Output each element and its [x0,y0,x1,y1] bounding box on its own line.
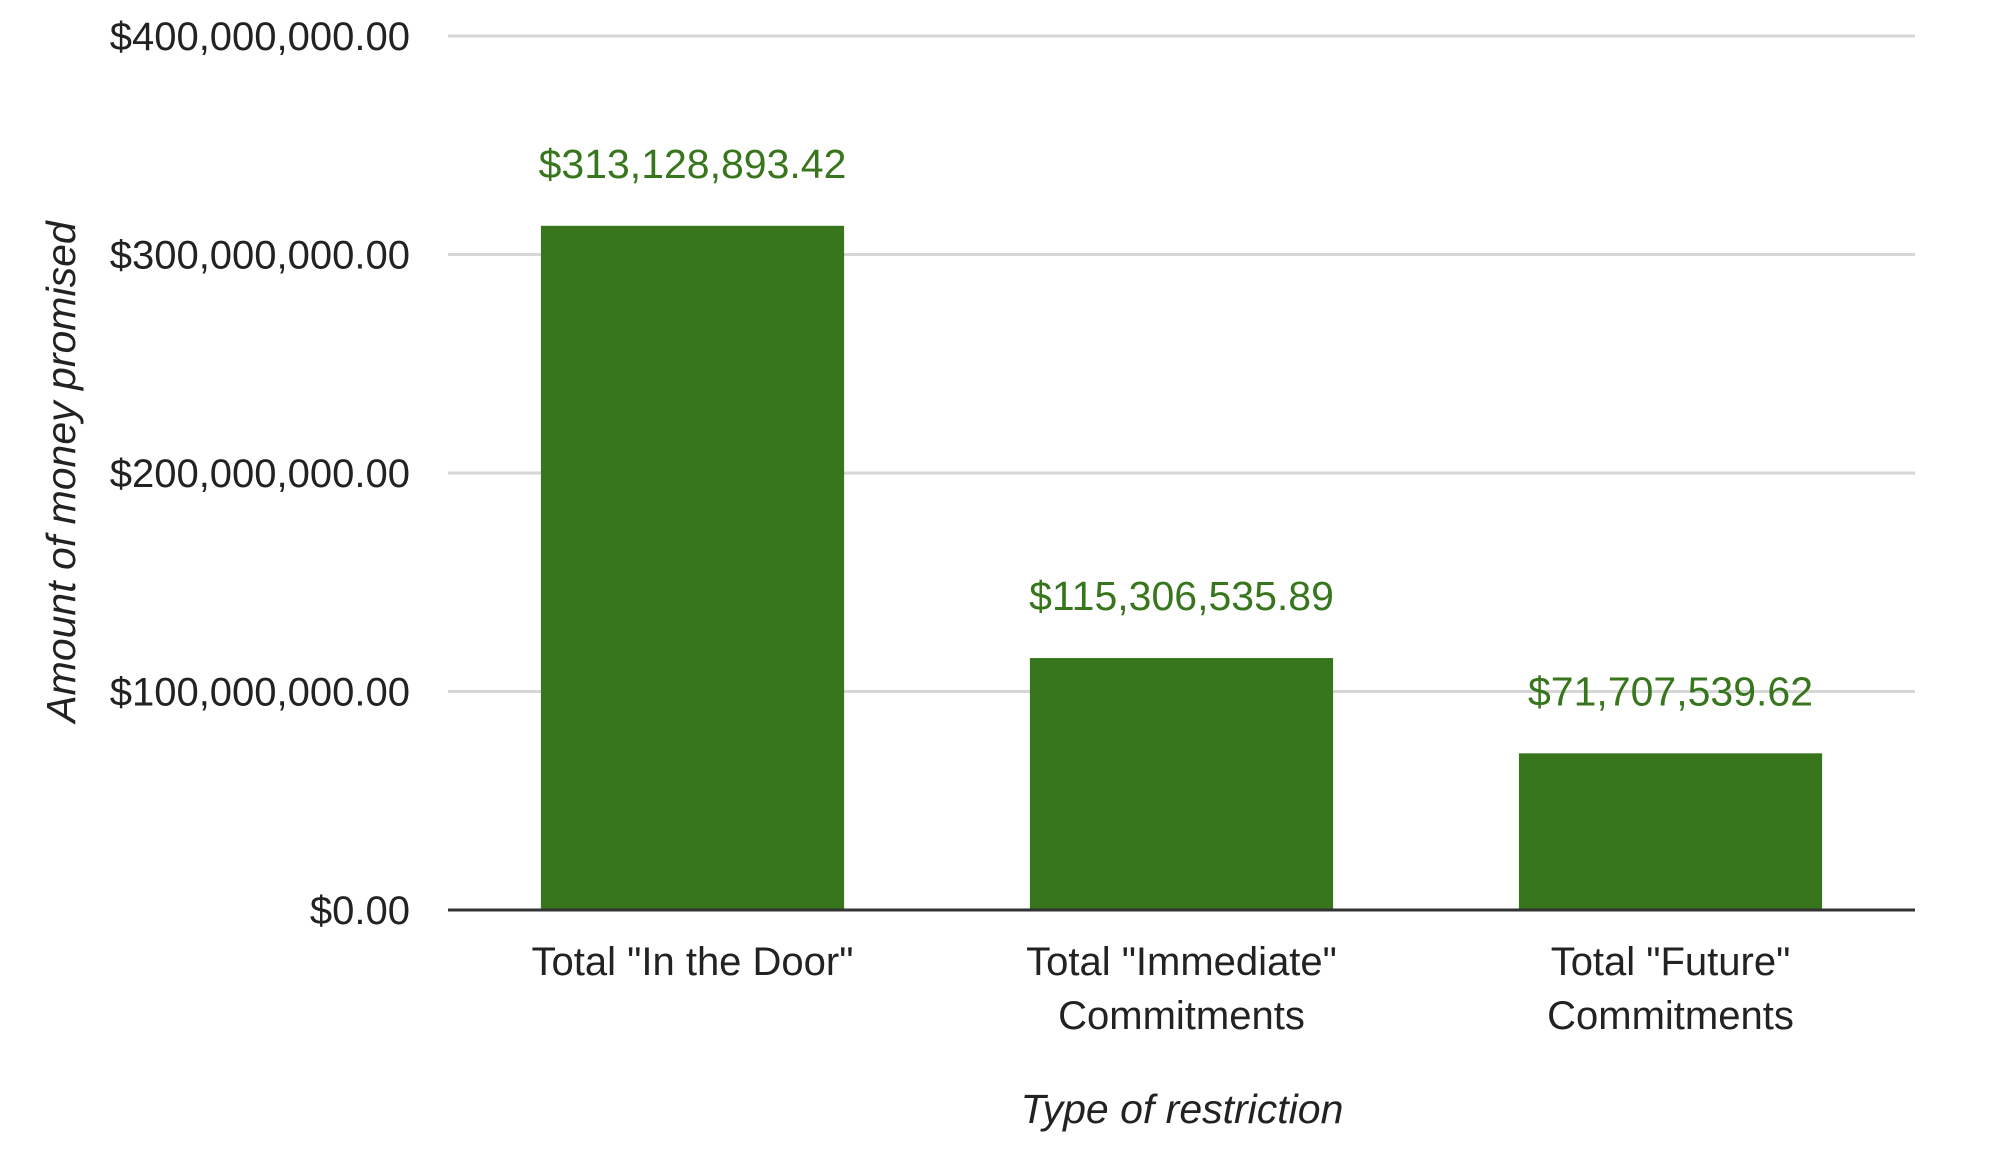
y-axis-title: Amount of money promised [38,220,84,726]
bar [1029,658,1334,910]
data-label: $71,707,539.62 [1528,668,1813,714]
y-tick-label: $200,000,000.00 [110,452,410,496]
data-labels: $313,128,893.42 $115,306,535.89 $71,707,53… [539,141,1813,715]
bar [1518,753,1823,910]
y-axis-ticks: $0.00 $100,000,000.00 $200,000,000.00 $300,… [110,15,410,933]
x-tick-label: Commitments [1547,994,1794,1038]
y-tick-label: $0.00 [310,889,410,933]
bar [540,225,845,911]
x-tick-label: Commitments [1058,994,1305,1038]
data-label: $313,128,893.42 [539,141,847,187]
x-tick-label: Total "Future" [1551,940,1791,984]
x-tick-label: Total "Immediate" [1026,940,1337,984]
x-tick-label: Total "In the Door" [532,940,854,984]
x-axis-ticks: Total "In the Door" Total "Immediate" Comm… [532,940,1794,1038]
y-tick-label: $100,000,000.00 [110,671,410,715]
bars [540,225,1823,911]
y-tick-label: $300,000,000.00 [110,234,410,278]
x-axis-title: Type of restriction [1021,1086,1344,1132]
data-label: $115,306,535.89 [1029,573,1334,619]
y-tick-label: $400,000,000.00 [110,15,410,59]
